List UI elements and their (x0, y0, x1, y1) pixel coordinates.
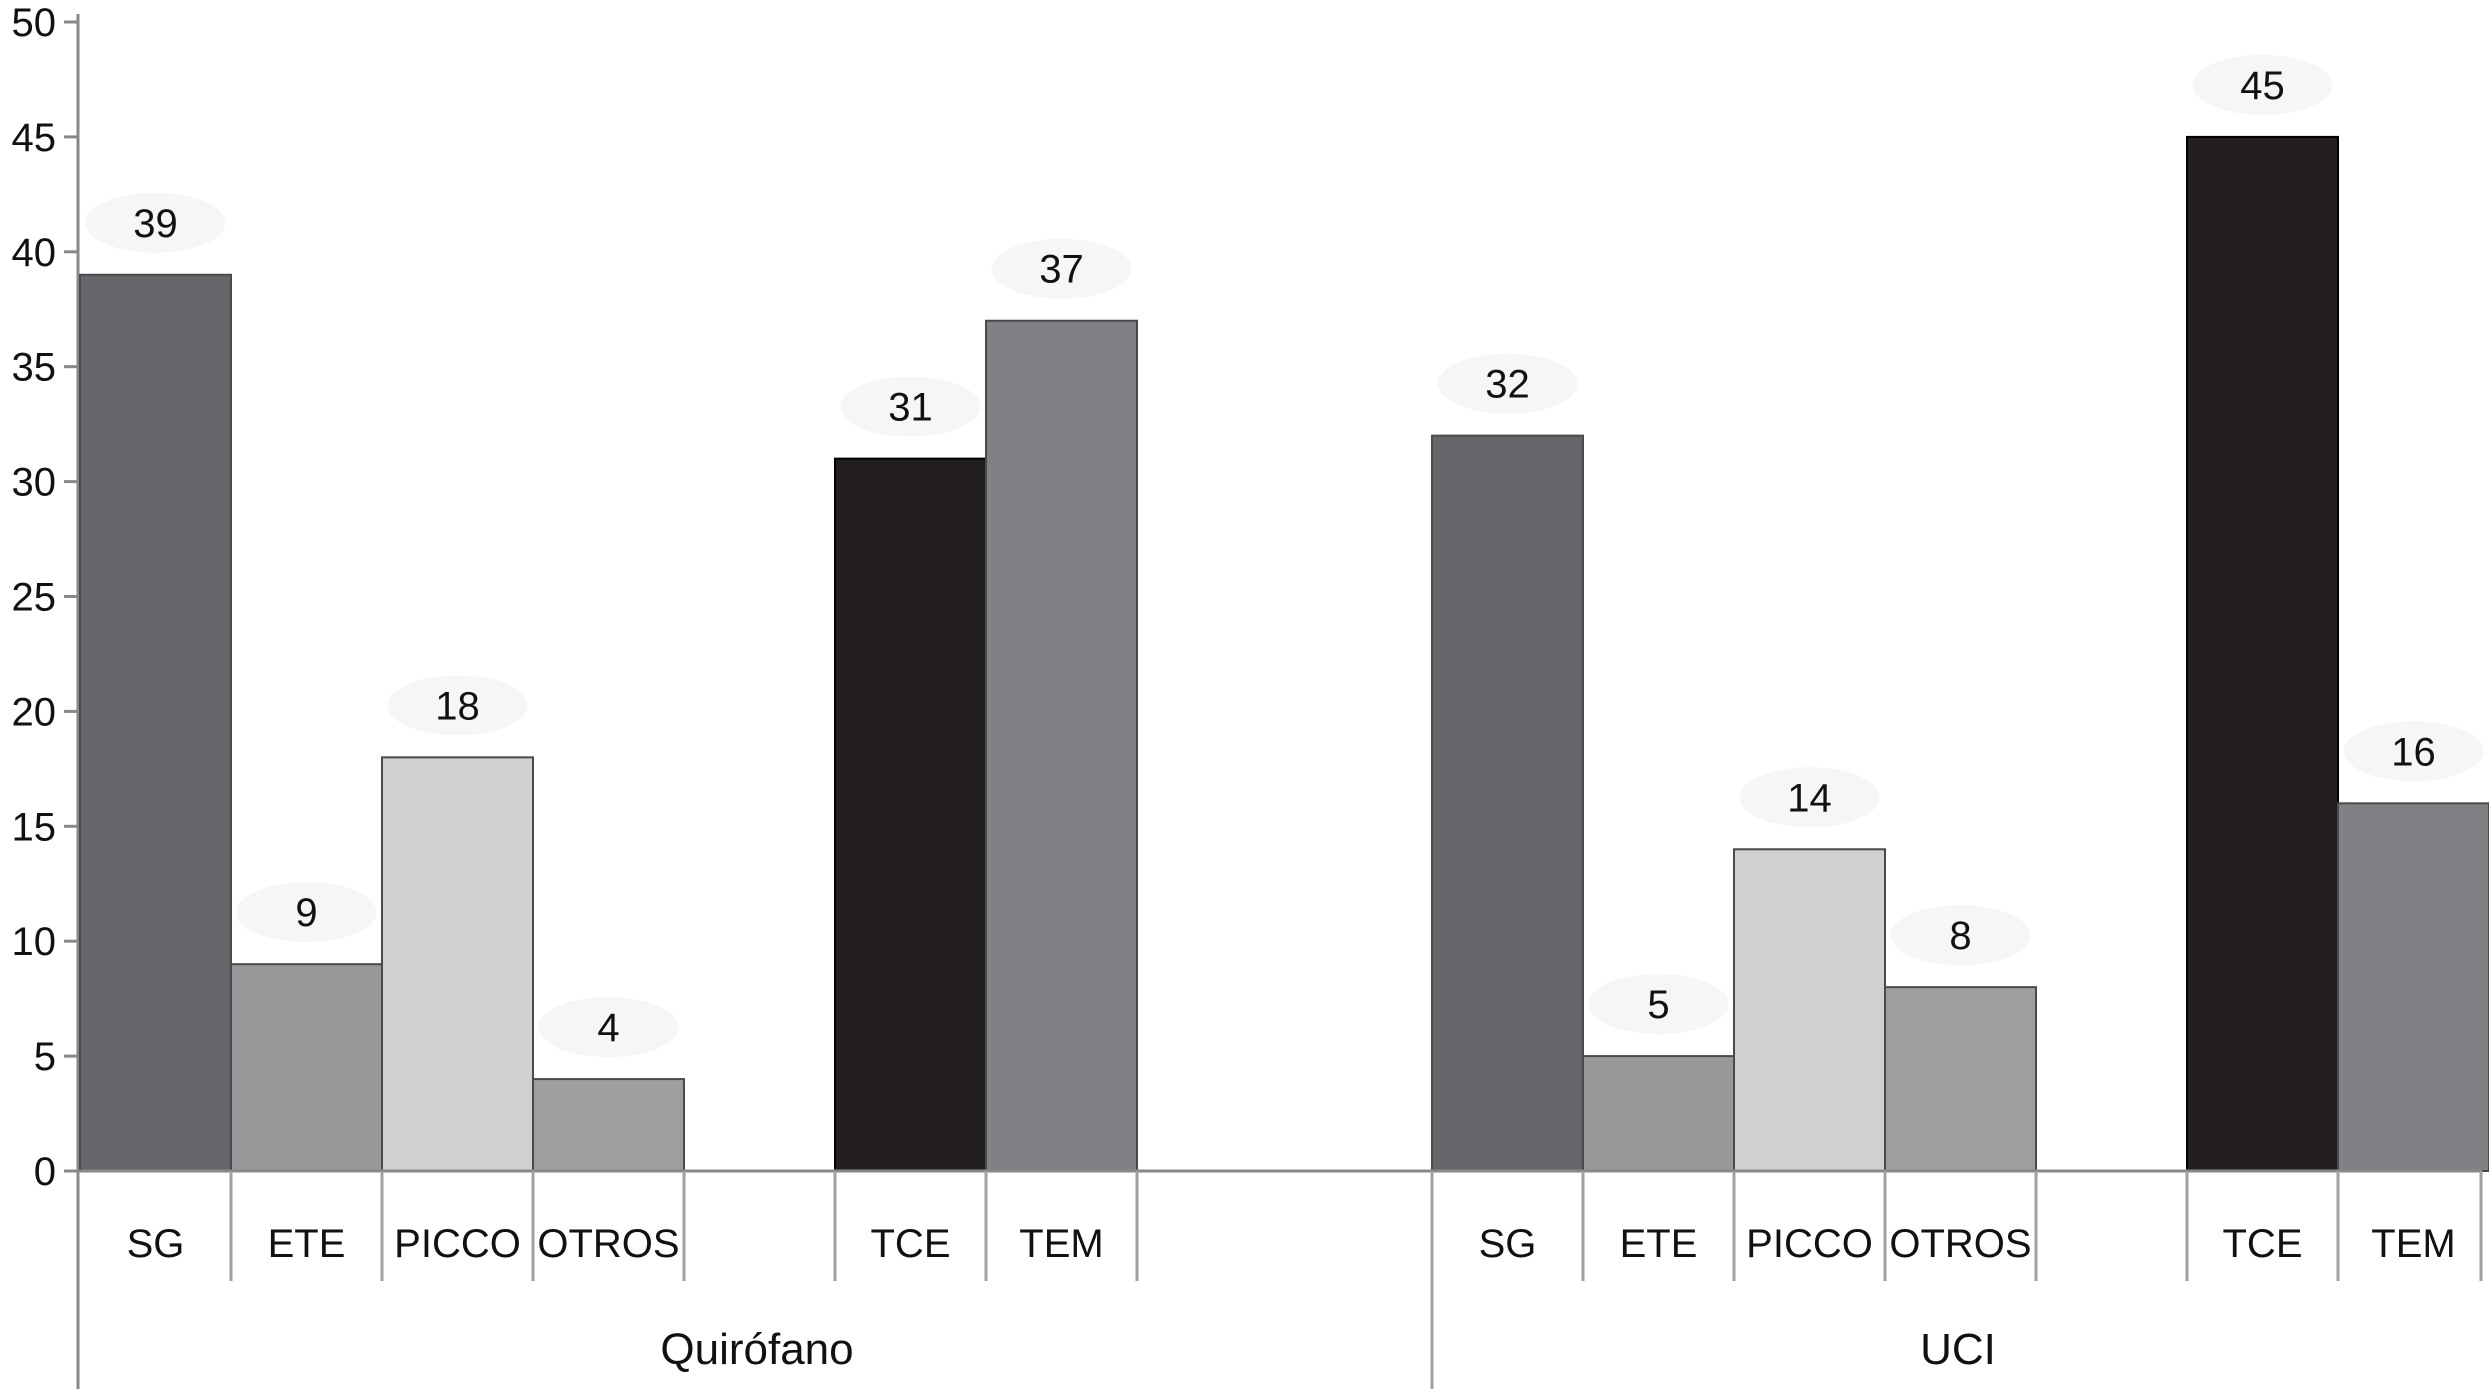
bar-uci-picco (1733, 848, 1886, 1173)
x-category-label: OTROS (1889, 1222, 2031, 1266)
y-tick-label: 20 (12, 690, 57, 734)
value-label: 45 (2240, 64, 2285, 108)
x-category-label: TCE (871, 1222, 951, 1266)
x-category-label: PICCO (394, 1222, 521, 1266)
value-label: 31 (888, 386, 933, 430)
value-label-halo (2343, 721, 2484, 782)
value-label: 16 (2391, 730, 2436, 774)
y-tick-label: 35 (12, 346, 57, 390)
x-category-label: SG (1479, 1222, 1537, 1266)
value-label: 9 (295, 891, 317, 935)
bar-uci-sg (1431, 434, 1584, 1172)
bar-quirfano-ete (230, 963, 383, 1172)
x-category-label: ETE (1620, 1222, 1698, 1266)
bars (79, 135, 2489, 1173)
bar-uci-otros (1884, 986, 2037, 1172)
value-label-halo (1588, 974, 1729, 1035)
x-category-label: TEM (2371, 1222, 2455, 1266)
y-tick-label: 25 (12, 576, 57, 620)
value-label: 4 (597, 1006, 619, 1050)
y-tick-label: 5 (34, 1035, 56, 1079)
x-category-label: OTROS (537, 1222, 679, 1266)
x-group-label: UCI (1920, 1325, 1996, 1374)
x-axis: SG ETE PICCO OTROS TCE TEM Quirófano SG ETE PICCO… (78, 1169, 2483, 1389)
value-label-halo (236, 882, 377, 943)
bar-quirfano-tce (834, 457, 987, 1172)
bar-uci-ete (1582, 1055, 1735, 1172)
y-tick-label: 50 (12, 1, 57, 45)
y-tick-label: 15 (12, 805, 57, 849)
x-group-label: Quirófano (660, 1325, 853, 1374)
value-label-halo (1890, 905, 2031, 966)
y-tick-label: 10 (12, 920, 57, 964)
y-axis: 0 5 10 15 20 25 30 35 40 45 50 (12, 1, 80, 1389)
value-label-halo (840, 376, 981, 437)
value-label-halo (85, 192, 226, 253)
y-tick-label: 30 (12, 461, 57, 505)
value-label: 14 (1787, 776, 1832, 820)
x-category-label: TEM (1019, 1222, 1103, 1266)
bar-quirfano-otros (532, 1078, 685, 1172)
value-label-halo (387, 675, 528, 736)
value-label-halo (1739, 767, 1880, 828)
y-tick-label: 45 (12, 116, 57, 160)
value-label: 8 (1949, 914, 1971, 958)
value-label: 32 (1485, 363, 1530, 407)
value-label-halo (1437, 353, 1578, 414)
bar-uci-tem (2337, 802, 2489, 1172)
value-label: 37 (1039, 248, 1084, 292)
y-tick-label: 40 (12, 231, 57, 275)
value-label: 5 (1647, 983, 1669, 1027)
x-category-label: TCE (2223, 1222, 2303, 1266)
value-label-halo (991, 238, 1132, 299)
bar-quirfano-tem (985, 319, 1138, 1172)
bar-uci-tce (2186, 135, 2339, 1172)
x-category-label: PICCO (1746, 1222, 1873, 1266)
value-label: 39 (133, 202, 178, 246)
value-label-halo (2192, 54, 2333, 115)
y-tick-label: 0 (34, 1150, 56, 1194)
value-label-halo (538, 997, 679, 1058)
value-label: 18 (435, 684, 480, 728)
bar-quirfano-picco (381, 756, 534, 1172)
x-category-label: SG (127, 1222, 185, 1266)
value-labels: 39 9 18 4 31 37 32 5 14 8 45 16 (85, 54, 2484, 1058)
bar-quirfano-sg (79, 273, 232, 1172)
x-category-label: ETE (268, 1222, 346, 1266)
